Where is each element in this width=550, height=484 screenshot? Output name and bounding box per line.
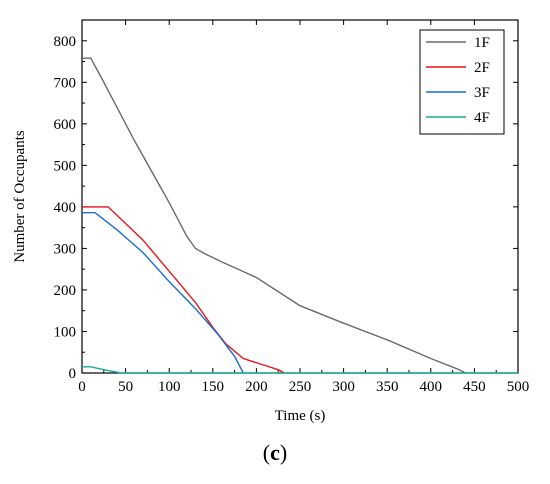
x-tick-label: 500 [507,379,530,395]
y-tick-label: 700 [54,75,77,91]
x-tick-label: 200 [245,379,268,395]
figure-caption: (c) [0,440,550,466]
line-chart: 0 50 100 150 200 250 300 350 400 450 500 0 100 200 300… [12,19,530,424]
x-tick-label: 300 [332,379,355,395]
y-tick-label: 400 [54,200,77,216]
x-tick-label: 350 [376,379,399,395]
legend-label-3f: 3F [474,85,490,101]
caption-open-paren: ( [262,440,271,465]
y-tick-label: 0 [69,366,77,382]
x-tick-label: 250 [289,379,312,395]
x-tick-label: 400 [420,379,443,395]
legend-label-2f: 2F [474,60,490,76]
x-tick-label: 150 [202,379,225,395]
legend-label-1f: 1F [474,35,490,51]
x-tick-label: 450 [463,379,486,395]
caption-letter: c [270,440,280,465]
y-tick-label: 500 [54,158,77,174]
y-tick-label: 600 [54,117,77,133]
series-line-2f [82,206,285,374]
y-tick-label: 100 [54,324,77,340]
y-tick-label: 200 [54,283,77,299]
series-line-3f [82,212,244,374]
y-axis-title: Number of Occupants [12,130,28,263]
series-line-1f [82,57,467,374]
caption-close-paren: ) [279,440,288,465]
legend-label-4f: 4F [474,110,490,126]
legend-box [419,29,505,135]
x-tick-label: 100 [158,379,181,395]
y-tick-label: 300 [54,241,77,257]
y-tick-label: 800 [54,34,77,50]
x-tick-label: 0 [78,379,86,395]
x-axis-title: Time (s) [275,408,326,424]
series-line-4f [82,366,518,374]
x-tick-label: 50 [118,379,133,395]
